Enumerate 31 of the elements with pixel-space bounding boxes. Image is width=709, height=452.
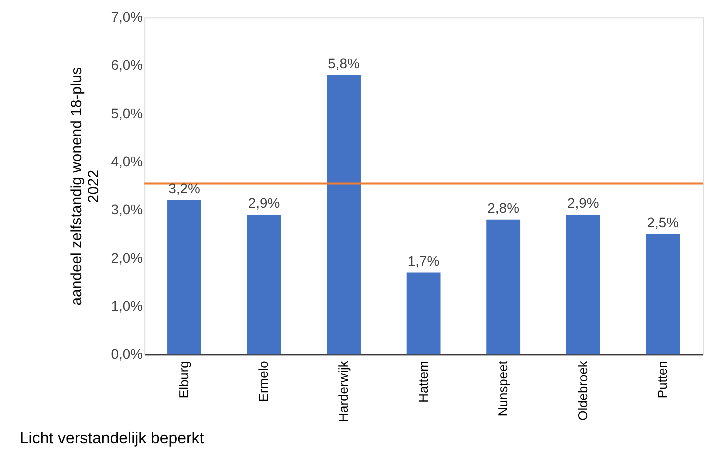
y-tick-label: 6,0%	[111, 57, 144, 74]
data-label: 5,8%	[328, 55, 360, 72]
bar	[247, 215, 282, 355]
bar	[646, 234, 680, 355]
data-label: 2,5%	[647, 214, 680, 230]
x-tick-label: Nunspeet	[496, 360, 511, 417]
x-tick-label: Putten	[655, 361, 670, 399]
y-tick-label: 2,0%	[111, 250, 144, 266]
bar	[327, 75, 361, 355]
y-tick-label: 4,0%	[111, 154, 144, 170]
bar	[486, 220, 521, 355]
bar	[566, 215, 600, 355]
y-axis-title: aandeel zelfstandig wonend 18-plus 2022	[68, 67, 102, 306]
bar	[168, 200, 202, 355]
y-tick-label: 0,0%	[111, 346, 144, 362]
y-tick-label: 1,0%	[111, 298, 144, 314]
data-label: 3,2%	[168, 180, 200, 197]
bar	[406, 272, 441, 355]
x-tick-label: Oldebroek	[575, 360, 590, 421]
x-tick-label: Hattem	[416, 361, 431, 403]
y-tick-label: 7,0%	[111, 9, 144, 26]
data-label: 2,9%	[248, 195, 280, 212]
data-label: 1,7%	[408, 252, 440, 269]
x-tick-label: Elburg	[176, 361, 192, 399]
y-tick-label: 5,0%	[111, 105, 144, 122]
x-tick-label: Ermelo	[256, 361, 272, 402]
text: Licht verstandelijk beperkt	[20, 430, 205, 448]
y-tick-label: 3,0%	[111, 202, 144, 218]
x-tick-label: Harderwijk	[336, 360, 352, 422]
data-label: 2,8%	[488, 200, 520, 216]
data-label: 2,9%	[567, 195, 600, 212]
